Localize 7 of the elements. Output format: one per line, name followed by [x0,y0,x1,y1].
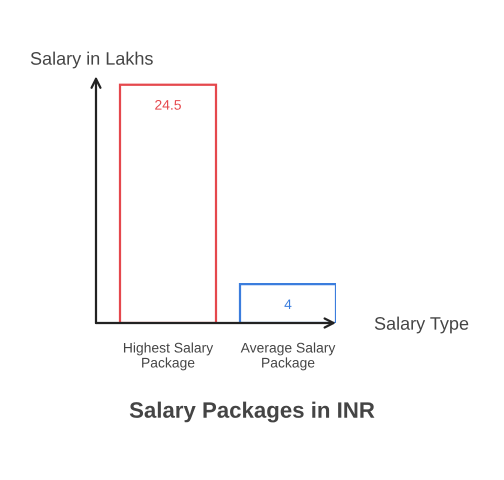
y-axis-title: Salary in Lakhs [30,52,153,68]
x-axis-title: Salary Type [374,316,468,334]
data-label: 4 [284,299,292,309]
data-label: 24.5 [155,100,181,110]
text: Salary Packages in INR [130,402,374,422]
x-tick-label: Average Salary Package [240,342,336,370]
x-tick-label: Highest Salary Package [124,342,214,370]
